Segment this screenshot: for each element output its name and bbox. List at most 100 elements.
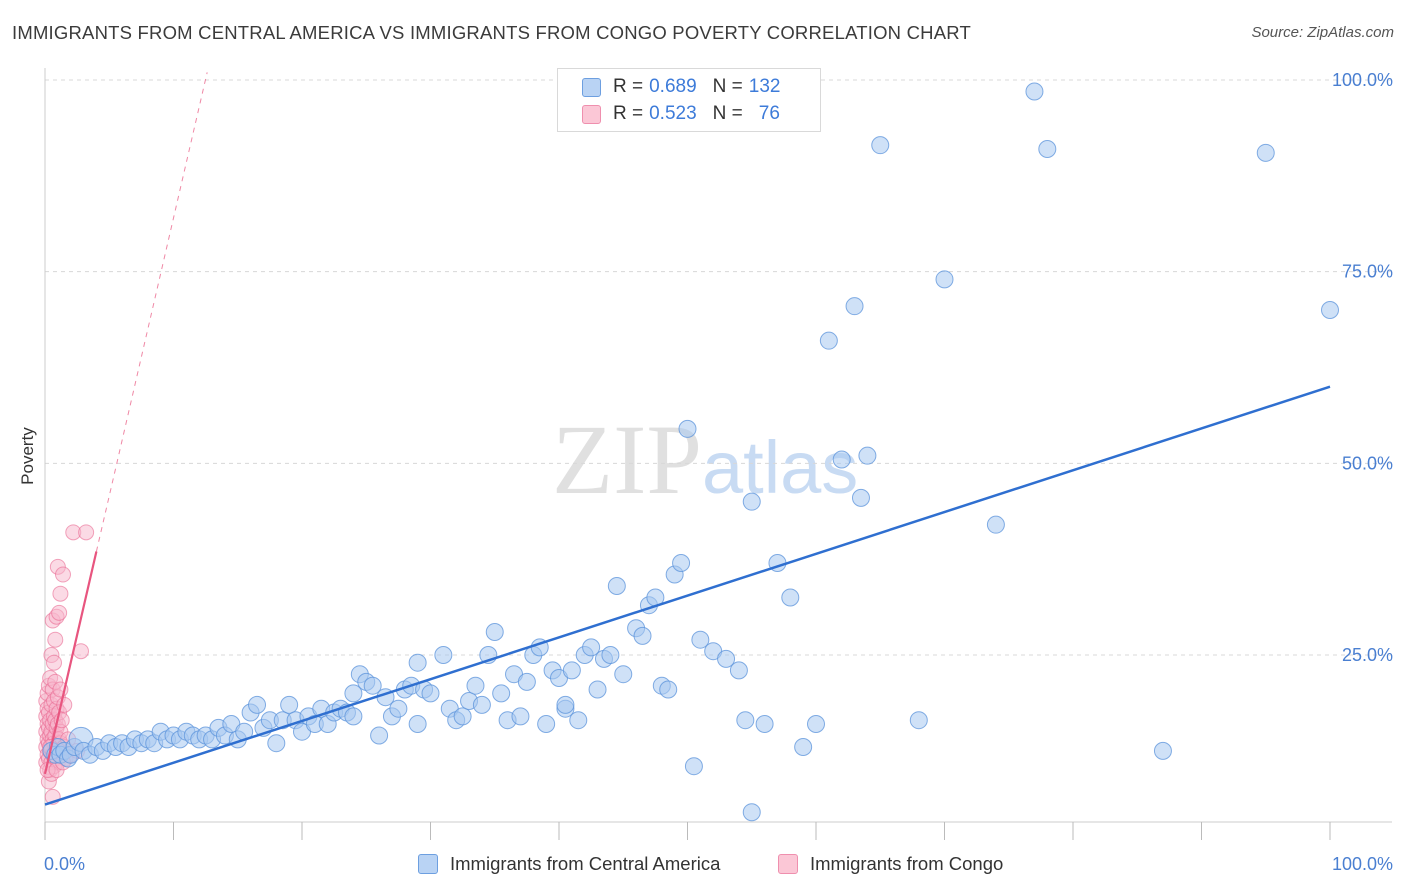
data-point-central-america [511,707,530,726]
data-point-central-america [807,715,825,734]
data-point-central-america [517,672,536,691]
data-point-central-america [935,270,954,289]
data-point-central-america [845,297,864,316]
legend-n-label: N = [712,103,743,124]
y-tick-label: 25.0% [1342,645,1393,665]
data-point-central-america [421,684,440,703]
data-point-congo [72,643,89,660]
data-point-central-america [672,554,691,573]
legend-swatch-blue [582,77,601,97]
watermark: ZIPatlas [552,402,858,517]
legend-row-central-america: R = 0.689 N = 132 [582,75,780,99]
data-point-central-america [851,488,870,507]
data-point-central-america [588,680,607,699]
data-point-central-america [408,715,427,734]
data-point-central-america [871,136,890,155]
central-america-points [42,82,1339,822]
data-point-central-america [781,588,800,607]
bottom-legend-central-america: Immigrants from Central America [418,852,720,876]
y-axis-title: Poverty [18,427,37,485]
data-point-central-america [453,707,472,726]
bottom-legend-label: Immigrants from Central America [450,853,721,874]
data-point-central-america [858,446,877,465]
data-point-congo [52,585,69,602]
legend-n-label: N = [712,76,743,97]
tick-labels: 25.0% 50.0% 75.0% 100.0% 0.0% 100.0% Poverty [18,70,1393,874]
data-point-central-america [582,638,601,657]
data-point-central-america [794,738,813,757]
legend-row-congo: R = 0.523 N = 76 [582,102,780,126]
bottom-legend-label: Immigrants from Congo [810,853,1004,874]
trend-line-congo [43,551,98,775]
y-tick-label: 50.0% [1342,453,1393,473]
data-point-central-america [344,707,363,726]
data-point-central-america [729,661,748,680]
data-point-central-america [691,630,710,649]
watermark-zip: ZIP [552,404,702,515]
data-point-central-america [472,695,491,714]
legend-r-label: R = [613,76,644,97]
data-point-central-america [736,711,755,730]
legend-swatch-pink [582,104,601,124]
trend-line-congo-extrapolated [95,72,208,552]
data-point-central-america [1153,741,1172,760]
data-point-congo [47,631,64,648]
data-point-congo [51,604,68,621]
legend-n-value: 132 [748,76,781,97]
data-point-central-america [678,419,697,438]
bottom-legend-swatch-pink [778,854,798,874]
data-point-central-america [659,680,678,699]
data-point-central-america [556,695,575,714]
data-point-central-america [389,699,408,718]
data-point-central-america [986,515,1005,534]
data-point-central-america [569,711,588,730]
x-tick-label: 100.0% [1332,854,1393,874]
watermark-atlas: atlas [702,426,859,509]
legend-r-label: R = [613,103,644,124]
data-point-central-america [684,757,703,776]
chart-title: IMMIGRANTS FROM CENTRAL AMERICA VS IMMIG… [12,22,971,43]
data-point-central-america [280,695,299,714]
grid [45,79,1392,656]
data-point-central-america [562,661,581,680]
data-point-central-america [1038,140,1057,159]
trend-line-central-america [44,385,1331,806]
y-tick-label: 100.0% [1332,70,1393,90]
x-tick-label: 0.0% [44,854,85,874]
data-point-central-america [607,577,626,596]
data-point-central-america [248,695,267,714]
data-point-central-america [492,684,511,703]
data-point-central-america [614,665,633,684]
trend-lines [43,72,1331,806]
data-point-central-america [434,646,453,665]
data-point-central-america [408,653,427,672]
bottom-legend-congo: Immigrants from Congo [778,852,1003,876]
data-point-central-america [1025,82,1044,101]
data-point-central-america [633,626,652,645]
data-point-central-america [370,726,389,745]
data-point-central-america [819,331,838,350]
data-point-central-america [717,649,736,668]
data-point-congo [78,524,95,541]
data-point-central-america [832,450,851,469]
legend-n-value: 76 [758,103,780,124]
legend-r-value: 0.689 [649,76,697,97]
data-point-congo [54,566,71,583]
stats-legend: R = 0.689 N = 132 R = 0.523 N = 76 [557,68,821,132]
data-point-congo [45,654,62,671]
data-point-central-america [1321,301,1339,320]
data-point-central-america [1256,143,1275,162]
data-point-central-america [601,646,620,665]
data-point-central-america [909,711,928,730]
data-point-central-america [537,715,556,734]
data-point-central-america [344,684,363,703]
data-point-central-america [466,676,485,695]
data-point-central-america [267,734,286,753]
data-point-central-america [363,676,382,695]
legend-r-value: 0.523 [649,103,697,124]
data-point-central-america [742,803,761,822]
data-point-central-america [742,492,761,511]
y-tick-label: 75.0% [1342,262,1393,282]
bottom-legend-swatch-blue [418,854,438,874]
